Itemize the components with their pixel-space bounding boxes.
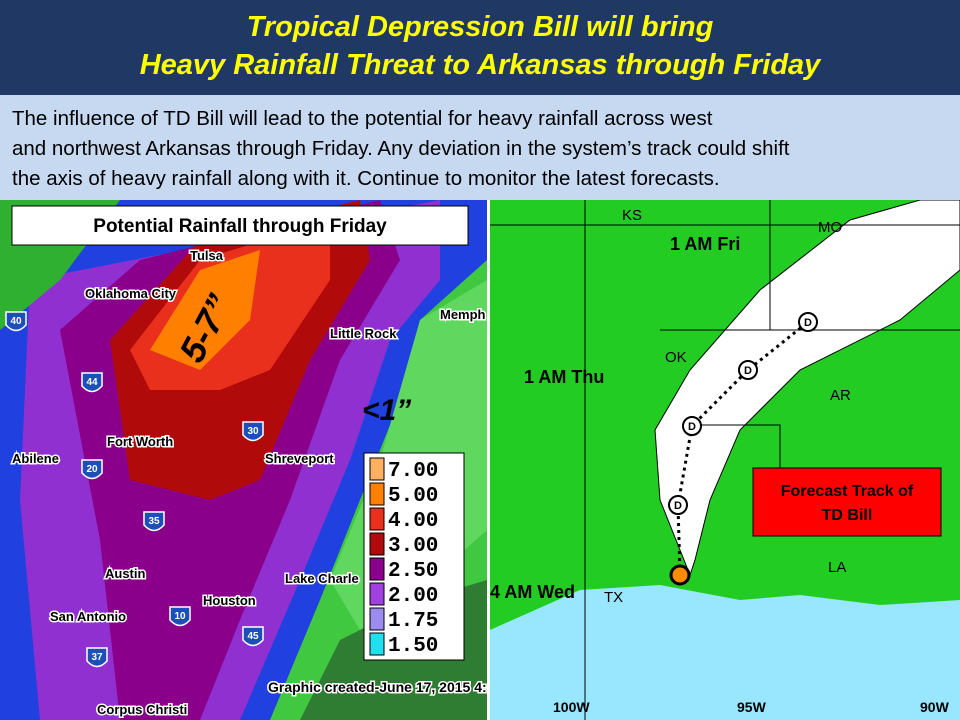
legend-swatch [369,482,385,506]
city: Houston [203,593,256,608]
highway-shield [86,647,108,668]
storm-marker-label: D [674,500,682,512]
state-label: TX [604,589,623,606]
title-line: Heavy Rainfall Threat to Arkansas throug… [139,49,821,81]
legend-label: 1.50 [388,635,438,658]
highway-shield [169,606,191,627]
storm-marker [668,495,688,515]
legend-label: 3.00 [388,535,438,558]
description: The influence of TD Bill will lead to th… [0,95,960,201]
map-title-box [11,205,469,246]
desc-line: the axis of heavy rainfall along with it… [12,167,720,190]
highway-number: 10 [174,611,186,622]
state-label: KS [622,207,642,224]
city: Abilene [12,451,59,466]
legend-swatch [369,507,385,531]
legend-label: 4.00 [388,510,438,533]
state-label: MO [818,219,842,236]
city: Tulsa [190,248,224,263]
legend-swatch [369,607,385,631]
city: Fort Worth [107,434,173,449]
gulf [490,585,960,720]
cone [654,200,960,577]
highway-number: 20 [86,464,98,475]
city: Austin [105,566,146,581]
legend-swatch [369,532,385,556]
header: Tropical Depression Bill will bring Heav… [0,0,960,95]
city: Memph [440,307,486,322]
storm-marker-label: D [804,317,812,329]
rain-map: Potential Rainfall through Friday Tulsa … [0,200,561,720]
city: Shreveport [265,451,334,466]
lon-label: 100W [553,699,590,715]
maps: Potential Rainfall through Friday Tulsa … [0,200,960,720]
highway-shield [242,421,264,442]
label-box [752,467,942,537]
highway-number: 40 [10,316,22,327]
title-line: Tropical Depression Bill will bring [246,11,714,43]
desc-line: and northwest Arkansas through Friday. A… [12,137,790,160]
storm-marker [682,416,702,436]
highway-number: 44 [86,377,98,388]
lon-label: 90W [920,699,950,715]
legend-label: 2.00 [388,585,438,608]
storm-marker-label: D [744,365,752,377]
time-label: 4 AM Wed [490,582,575,602]
legend-label: 5.00 [388,485,438,508]
map-title: Potential Rainfall through Friday [93,216,387,237]
highway-number: 37 [91,652,103,663]
city: Little Rock [330,326,397,341]
highway-number: 35 [148,516,160,527]
highway-shield [143,511,165,532]
track-label: Forecast Track of TD Bill [781,483,914,524]
city: San Antonio [50,609,126,624]
storm-marker-label: D [688,421,696,433]
highway-shield [81,372,103,393]
state-label: OK [665,349,687,366]
legend-label: 2.50 [388,560,438,583]
current-position [669,564,691,586]
legend-swatch [369,632,385,656]
lon-label: 95W [737,699,767,715]
legend-swatch [369,557,385,581]
time-label: 1 AM Thu [524,367,604,387]
legend-swatch [369,457,385,481]
highway-shield [81,459,103,480]
city: Corpus Christi [97,702,187,717]
highway-number: 30 [247,426,259,437]
legend-label: 1.75 [388,610,438,633]
rain-band [150,250,260,370]
storm-marker [798,312,818,332]
track-map: D D D D KS MO OK AR LA TX 1 AM Fri 1 AM Thu… [490,200,960,720]
time-label: 1 AM Fri [670,234,740,254]
legend-label: 7.00 [388,460,438,483]
city: Lake Charle [285,571,359,586]
highway-shield [242,626,264,647]
annotation: <1” [362,394,411,427]
legend-swatch [369,582,385,606]
highway-shield [5,311,27,332]
highway-number: 45 [247,631,259,642]
storm-marker [738,360,758,380]
city: Oklahoma City [85,286,177,301]
state-label: LA [828,559,846,576]
desc-line: The influence of TD Bill will lead to th… [12,107,713,130]
state-label: AR [830,387,851,404]
